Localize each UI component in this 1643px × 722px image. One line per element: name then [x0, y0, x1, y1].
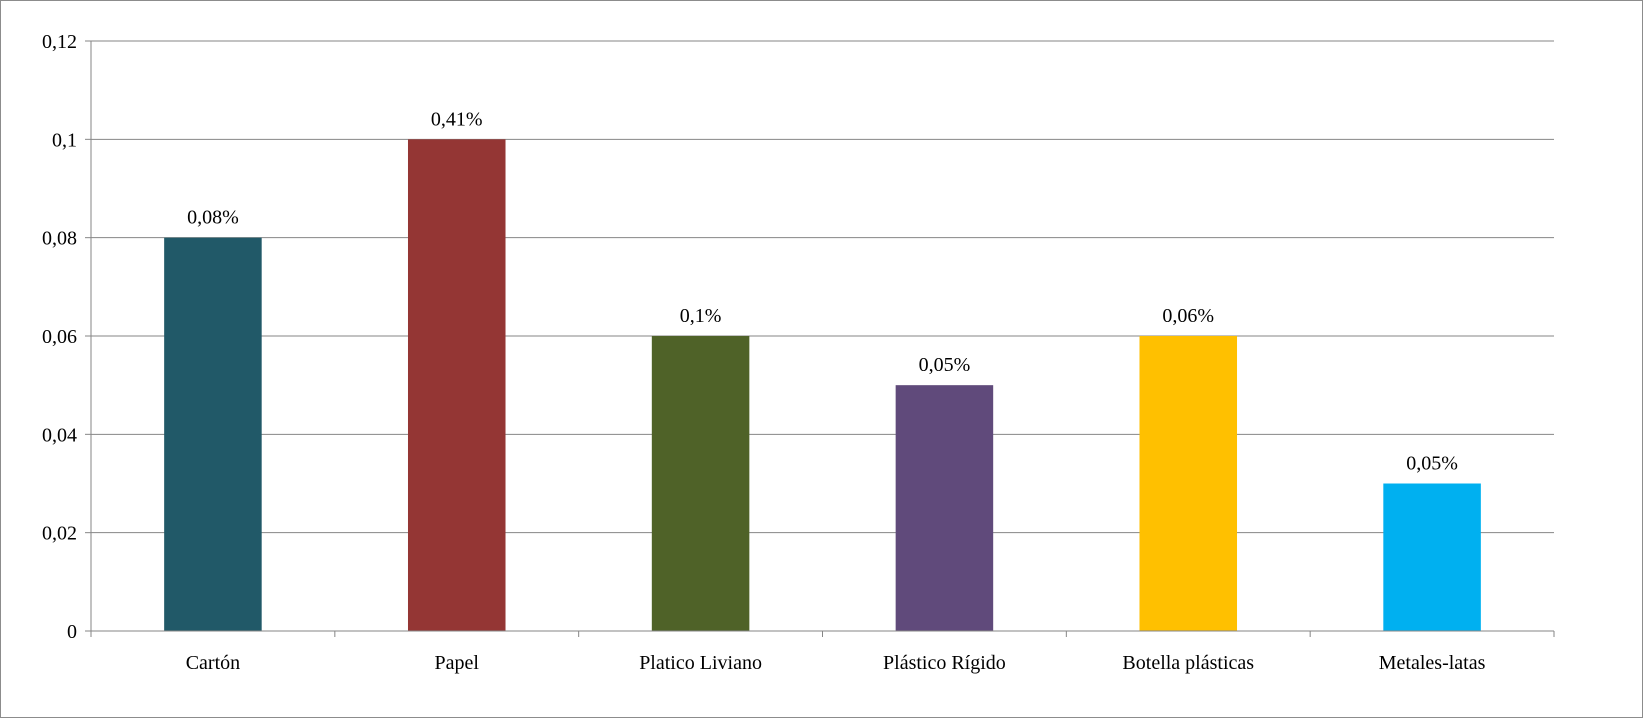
x-tick-label: Plástico Rígido — [883, 652, 1006, 674]
bar — [1139, 336, 1238, 631]
bar — [895, 385, 994, 631]
y-tick-label: 0,06 — [42, 326, 77, 348]
y-tick-label: 0,02 — [42, 523, 77, 545]
data-label: 0,05% — [919, 354, 971, 376]
bar — [1383, 483, 1481, 631]
data-label: 0,1% — [680, 305, 722, 327]
x-tick-label: Botella plásticas — [1122, 652, 1254, 674]
data-labels: 0,08% 0,41% 0,1% 0,05% 0,06% 0,05% — [187, 108, 1458, 474]
gridlines — [91, 40, 1554, 534]
y-tick-label: 0,04 — [42, 424, 77, 446]
bar — [407, 139, 506, 632]
y-tick-label: 0 — [67, 621, 77, 643]
bar — [164, 237, 262, 631]
x-tick-label: Metales-latas — [1379, 652, 1486, 674]
x-tick-labels: Cartón Papel Platico Liviano Plástico Rígid… — [186, 652, 1486, 674]
y-tick-label: 0,1 — [52, 129, 77, 151]
bars — [164, 139, 1481, 632]
axes — [85, 40, 1555, 637]
data-label: 0,06% — [1162, 305, 1214, 327]
y-tick-label: 0,08 — [42, 228, 77, 250]
data-label: 0,41% — [431, 108, 483, 130]
bar — [651, 336, 750, 631]
y-tick-label: 0,12 — [42, 31, 77, 53]
data-label: 0,05% — [1406, 453, 1458, 475]
y-tick-labels: 0 0,02 0,04 0,06 0,08 0,1 0,12 — [42, 31, 77, 643]
x-tick-label: Papel — [435, 652, 480, 674]
x-tick-label: Platico Liviano — [639, 652, 762, 674]
data-label: 0,08% — [187, 207, 239, 229]
x-tick-label: Cartón — [186, 652, 240, 674]
